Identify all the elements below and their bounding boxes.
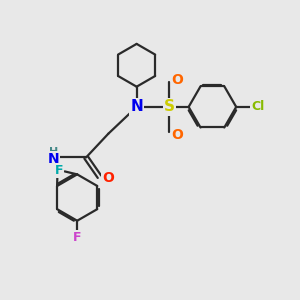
Text: N: N (130, 99, 143, 114)
Text: O: O (172, 73, 184, 87)
Text: O: O (103, 171, 114, 185)
Text: Cl: Cl (251, 100, 264, 113)
Text: O: O (172, 128, 184, 142)
Text: F: F (73, 232, 81, 244)
Text: N: N (48, 152, 59, 166)
Text: F: F (55, 164, 63, 177)
Text: S: S (164, 99, 175, 114)
Text: H: H (49, 147, 58, 157)
